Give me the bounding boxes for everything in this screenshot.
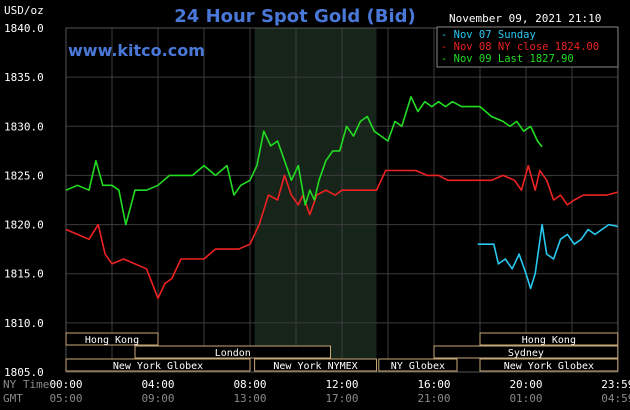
session-label: New York Globex <box>113 361 203 372</box>
x-tick-label-ny: 23:59 <box>601 378 630 391</box>
x-tick-label-gmt: 09:00 <box>141 392 174 405</box>
session-label: Sydney <box>508 348 544 359</box>
series-line-0 <box>477 223 618 290</box>
x-axis-label-ny: NY Time <box>3 378 49 391</box>
y-tick-label: 1810.0 <box>4 317 44 330</box>
x-tick-label-ny: 12:00 <box>325 378 358 391</box>
website-label: www.kitco.com <box>68 41 205 60</box>
axes: 1840.0 1835.0 1830.0 1825.0 1820.0 1815.0 1810… <box>4 22 619 379</box>
x-tick-label-ny: 08:00 <box>233 378 266 391</box>
y-tick-label: 1825.0 <box>4 169 44 182</box>
x-tick-label-ny: 04:00 <box>141 378 174 391</box>
session-box <box>254 358 378 372</box>
legend-entry: - Nov 07 Sunday <box>441 29 536 41</box>
session-box <box>479 332 619 346</box>
session-label: New York NYMEX <box>273 361 357 372</box>
session-label: NY Globex <box>391 361 445 372</box>
y-tick-label: 1815.0 <box>4 268 44 281</box>
session-label: Hong Kong <box>85 335 139 346</box>
session-box <box>65 332 159 346</box>
session-label: New York Globex <box>504 361 594 372</box>
y-tick-label: 1820.0 <box>4 219 44 232</box>
session-box <box>65 358 251 372</box>
x-tick-label-ny: 20:00 <box>509 378 542 391</box>
timestamp: November 09, 2021 21:10 <box>449 12 601 25</box>
plot-border <box>65 27 619 373</box>
session-label: Hong Kong <box>522 335 576 346</box>
x-tick-label-gmt: 05:00 <box>49 392 82 405</box>
session-box <box>134 345 331 359</box>
session-bars: Hong Kong Hong Kong London Sydney New York G… <box>65 332 619 372</box>
session-box <box>378 358 458 372</box>
x-tick-label-ny: 16:00 <box>417 378 450 391</box>
x-tick-label-gmt: 04:59 <box>601 392 630 405</box>
x-tick-label-gmt: 17:00 <box>325 392 358 405</box>
series-line-1 <box>65 164 619 300</box>
y-tick-label: 1835.0 <box>4 71 44 84</box>
legend: - Nov 07 Sunday- Nov 08 NY close 1824.00… <box>436 26 619 68</box>
y-axis-label: USD/oz <box>4 4 44 17</box>
x-tick-label-gmt: 01:00 <box>509 392 542 405</box>
legend-entry: - Nov 09 Last 1827.90 <box>441 53 574 65</box>
series-line-2 <box>65 96 543 226</box>
session-box <box>433 345 619 359</box>
y-tick-label: 1840.0 <box>4 22 44 35</box>
series-lines <box>65 96 619 300</box>
chart-title: 24 Hour Spot Gold (Bid) <box>174 6 415 27</box>
legend-box <box>436 26 619 68</box>
grid <box>65 27 619 373</box>
session-box <box>479 358 619 372</box>
x-tick-label-gmt: 21:00 <box>417 392 450 405</box>
legend-entry: - Nov 08 NY close 1824.00 <box>441 41 599 53</box>
y-tick-label: 1805.0 <box>4 366 44 379</box>
x-tick-label-ny: 00:00 <box>49 378 82 391</box>
x-tick-label-gmt: 13:00 <box>233 392 266 405</box>
y-tick-label: 1830.0 <box>4 120 44 133</box>
session-label: London <box>215 348 251 359</box>
x-axis-label-gmt: GMT <box>3 392 23 405</box>
